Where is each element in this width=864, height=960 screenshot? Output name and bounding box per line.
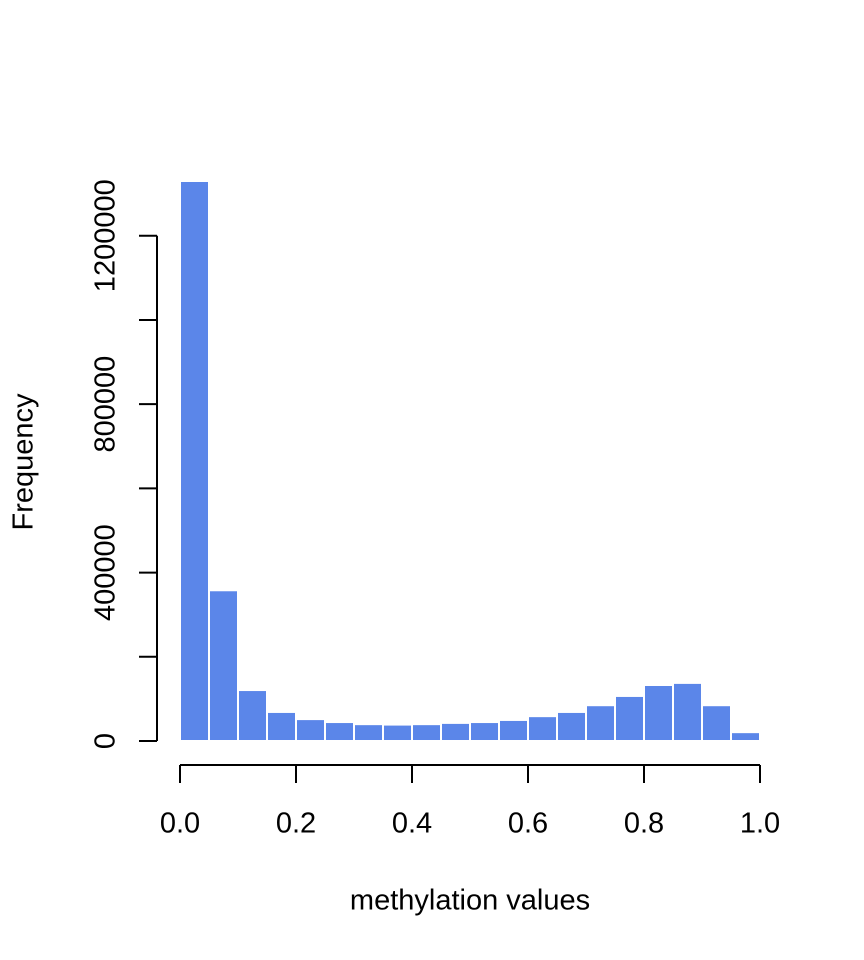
x-tick-label: 0.6 <box>508 808 548 840</box>
bar <box>353 723 384 743</box>
x-tick-label: 0.4 <box>392 808 432 840</box>
y-axis-title: Frequency <box>8 393 40 531</box>
y-tick-label: 0 <box>90 733 122 749</box>
bar <box>237 689 268 742</box>
bar <box>469 721 500 742</box>
x-tick-label: 0.2 <box>276 808 316 840</box>
bar <box>266 710 297 743</box>
bar <box>585 704 616 742</box>
bar <box>324 721 355 742</box>
bar <box>643 684 674 742</box>
y-tick-label: 1200000 <box>90 179 122 292</box>
bar <box>527 715 558 743</box>
bar <box>382 723 413 742</box>
bar <box>295 718 326 743</box>
x-tick-label: 0.8 <box>624 808 664 840</box>
y-tick-label: 800000 <box>90 356 122 453</box>
bar <box>208 589 239 743</box>
bar <box>411 723 442 743</box>
y-tick-label: 400000 <box>90 524 122 621</box>
bar <box>614 694 645 743</box>
bar <box>440 721 471 742</box>
bar <box>179 180 210 742</box>
x-tick-label: 1.0 <box>740 808 780 840</box>
bar <box>672 681 703 742</box>
bar <box>730 731 761 743</box>
x-axis-title: methylation values <box>350 885 590 917</box>
bar <box>701 704 732 742</box>
bar <box>556 710 587 743</box>
x-tick-label: 0.0 <box>160 808 200 840</box>
bar <box>498 718 529 743</box>
